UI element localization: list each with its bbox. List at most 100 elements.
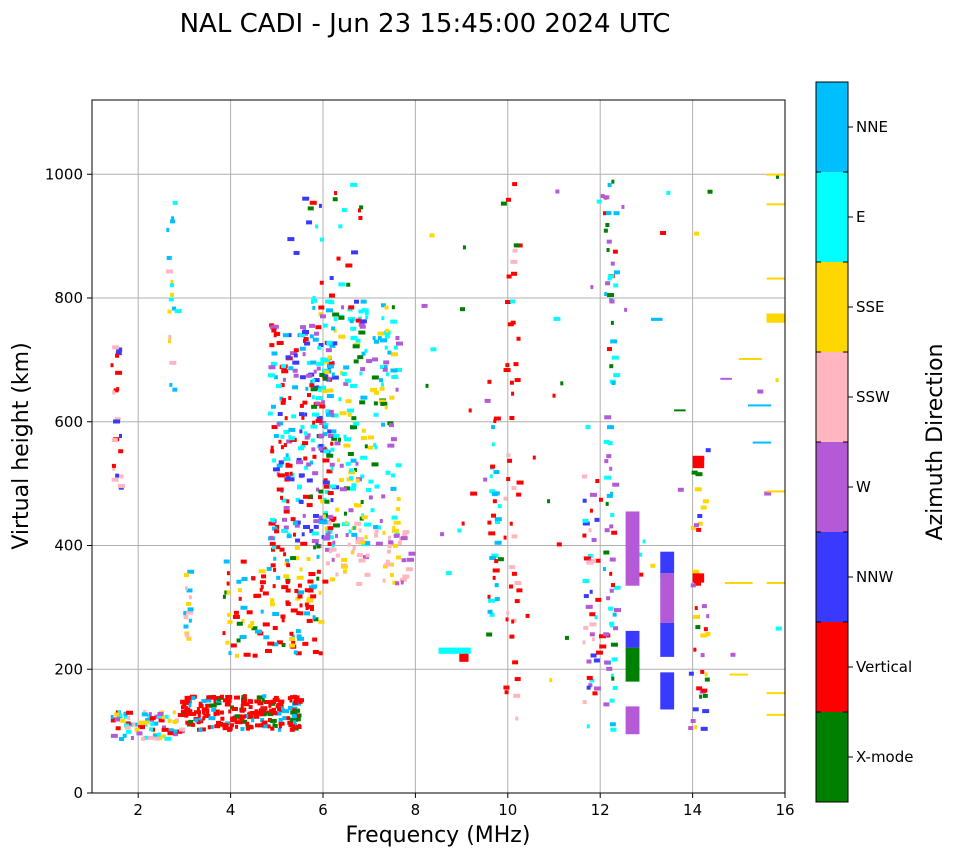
echo-point — [604, 292, 608, 297]
echo-point — [296, 457, 302, 462]
echo-point — [287, 696, 291, 701]
echo-point — [603, 632, 610, 637]
echo-point — [206, 695, 213, 700]
echo-point — [609, 491, 613, 496]
echo-point — [399, 577, 407, 582]
echo-point — [666, 190, 671, 195]
echo-point — [610, 512, 615, 517]
echo-point — [169, 283, 174, 288]
echo-point — [393, 345, 398, 350]
echo-point — [267, 411, 273, 416]
echo-point — [142, 720, 150, 725]
echo-point — [277, 707, 282, 712]
echo-point — [327, 376, 331, 381]
echo-point — [268, 365, 276, 370]
echo-point — [267, 712, 274, 717]
echo-point — [280, 495, 284, 500]
echo-point — [589, 492, 597, 497]
echo-point — [347, 408, 355, 413]
echo-point — [278, 721, 285, 726]
echo-point — [582, 521, 590, 526]
echo-point — [375, 541, 383, 546]
echo-point — [329, 462, 335, 467]
echo-point — [459, 307, 465, 312]
echo-point — [125, 725, 131, 730]
echo-point — [302, 441, 309, 446]
echo-point — [347, 542, 351, 547]
echo-point — [272, 526, 278, 531]
echo-point — [604, 475, 612, 480]
echo-point — [315, 541, 319, 546]
echo-point — [274, 723, 278, 728]
echo-point — [364, 522, 372, 527]
echo-point — [494, 540, 502, 545]
echo-point — [384, 562, 392, 567]
echo-point — [613, 626, 619, 631]
echo-point — [326, 340, 332, 345]
echo-point — [304, 602, 309, 607]
echo-point — [509, 634, 515, 639]
echo-point — [180, 709, 188, 714]
echo-point — [309, 478, 313, 483]
echo-point — [262, 591, 269, 596]
echo-point — [299, 375, 306, 380]
echo-point — [613, 211, 620, 216]
echo-point — [730, 652, 736, 657]
echo-point — [170, 279, 174, 284]
echo-point — [270, 449, 275, 454]
echo-point — [321, 400, 326, 405]
echo-point — [323, 478, 328, 483]
echo-point — [327, 429, 332, 434]
echo-point — [324, 499, 330, 504]
echo-point — [177, 713, 185, 718]
echo-point — [489, 612, 495, 617]
echo-point — [552, 393, 556, 398]
colorbar-swatch — [816, 172, 848, 262]
echo-point — [115, 353, 120, 358]
echo-point — [277, 473, 285, 478]
echo-point — [343, 443, 351, 448]
echo-point — [356, 537, 364, 542]
echo-point — [364, 444, 368, 449]
echo-point — [353, 503, 358, 508]
echo-point — [335, 572, 339, 577]
echo-point — [613, 608, 621, 613]
echo-point — [594, 558, 601, 563]
echo-point — [605, 501, 609, 506]
echo-point — [311, 395, 315, 400]
echo-point — [387, 350, 392, 355]
echo-point — [360, 299, 367, 304]
echo-point — [242, 702, 250, 707]
echo-point — [285, 600, 290, 605]
echo-point — [364, 348, 368, 353]
echo-point — [183, 614, 189, 619]
echo-point — [281, 369, 289, 374]
echo-point — [285, 580, 290, 585]
echo-point — [276, 575, 281, 580]
echo-point — [278, 460, 284, 465]
echo-point — [239, 634, 247, 639]
echo-point — [598, 497, 603, 502]
echo-point — [486, 632, 493, 637]
echo-point — [338, 224, 343, 229]
echo-point — [270, 361, 277, 366]
echo-point — [261, 724, 269, 729]
echo-point — [124, 723, 130, 728]
echo-point — [270, 404, 276, 409]
echo-point — [338, 282, 346, 287]
echo-point — [151, 727, 156, 732]
echo-point — [111, 345, 119, 350]
echo-point — [613, 585, 621, 590]
echo-point — [355, 461, 359, 466]
echo-point — [484, 398, 491, 403]
echo-point — [161, 715, 165, 720]
echo-point — [586, 685, 591, 690]
echo-point — [309, 334, 314, 339]
echo-point — [318, 520, 324, 525]
x-axis-label: Frequency (MHz) — [346, 823, 531, 848]
echo-point — [289, 351, 297, 356]
echo-point — [390, 562, 394, 567]
echo-point — [586, 659, 592, 664]
echo-point — [294, 695, 300, 700]
echo-point — [494, 517, 502, 522]
